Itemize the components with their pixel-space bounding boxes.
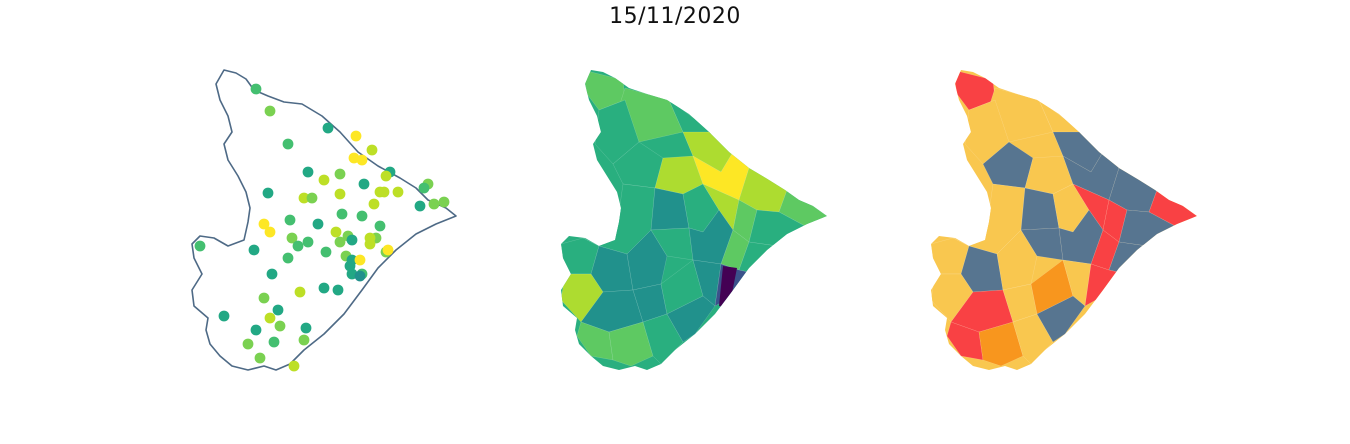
point-marker-19 [378,186,390,198]
point-marker-70 [242,338,254,350]
point-marker-27 [336,208,348,220]
point-marker-72 [288,360,300,372]
point-marker-12 [318,174,330,186]
class-region-28 [1084,263,1128,307]
point-marker-34 [374,220,386,232]
point-marker-69 [268,336,280,348]
point-marker-66 [250,324,262,336]
point-marker-13 [358,178,370,190]
point-marker-45 [248,244,260,256]
choropleth-region-29 [576,321,614,361]
point-marker-21 [438,196,450,208]
point-marker-20 [392,186,404,198]
class-region-31 [1012,313,1054,365]
point-layer [194,83,450,372]
point-marker-28 [356,210,368,222]
point-marker-4 [282,138,294,150]
point-marker-7 [356,154,368,166]
class-region-29 [946,321,984,361]
point-marker-3 [350,130,362,142]
point-marker-63 [218,310,230,322]
point-marker-31 [264,226,276,238]
point-map-svg [191,69,457,372]
choropleth-map-svg [561,70,827,370]
point-marker-71 [254,352,266,364]
class-region-32 [1036,295,1086,343]
point-marker-25 [306,192,318,204]
point-marker-51 [282,252,294,264]
point-marker-58 [318,282,330,294]
class-map [913,60,1213,390]
point-marker-46 [194,240,206,252]
class-map-svg [931,70,1197,370]
point-marker-42 [364,238,376,250]
point-marker-68 [298,334,310,346]
point-marker-38 [346,234,358,246]
point-marker-15 [418,182,430,194]
point-marker-10 [334,168,346,180]
point-marker-9 [302,166,314,178]
class-region-30 [978,321,1024,367]
choropleth-regions [561,70,827,370]
point-marker-52 [382,244,394,256]
choropleth-region-32 [666,295,716,343]
state-outline [191,69,457,371]
point-marker-60 [294,286,306,298]
point-marker-29 [284,214,296,226]
point-marker-5 [366,144,378,156]
choropleth-region-coast [719,266,737,308]
point-marker-26 [414,200,426,212]
point-marker-17 [334,188,346,200]
point-marker-62 [272,304,284,316]
point-marker-39 [286,232,298,244]
class-regions [931,70,1197,370]
point-marker-57 [354,270,366,282]
point-marker-50 [354,254,366,266]
point-marker-2 [322,122,334,134]
choropleth-region-30 [608,321,654,367]
point-marker-44 [292,240,304,252]
point-marker-67 [300,322,312,334]
point-marker-1 [264,105,276,117]
point-marker-30 [258,218,270,230]
point-marker-11 [380,170,392,182]
point-marker-0 [250,83,262,95]
choropleth-map [543,60,843,390]
point-marker-32 [312,218,324,230]
point-map [172,60,472,390]
point-marker-47 [320,246,332,258]
point-marker-61 [258,292,270,304]
point-marker-40 [302,236,314,248]
choropleth-region-18 [626,229,668,291]
point-marker-16 [262,187,274,199]
point-marker-65 [274,320,286,332]
choropleth-region-31 [642,313,684,365]
point-marker-33 [330,226,342,238]
class-region-18 [996,229,1038,291]
point-marker-56 [266,268,278,280]
point-marker-59 [332,284,344,296]
point-marker-41 [334,236,346,248]
point-marker-64 [264,312,276,324]
page-title: 15/11/2020 [609,4,741,29]
point-marker-24 [298,192,310,204]
point-marker-22 [428,198,440,210]
point-marker-23 [368,198,380,210]
